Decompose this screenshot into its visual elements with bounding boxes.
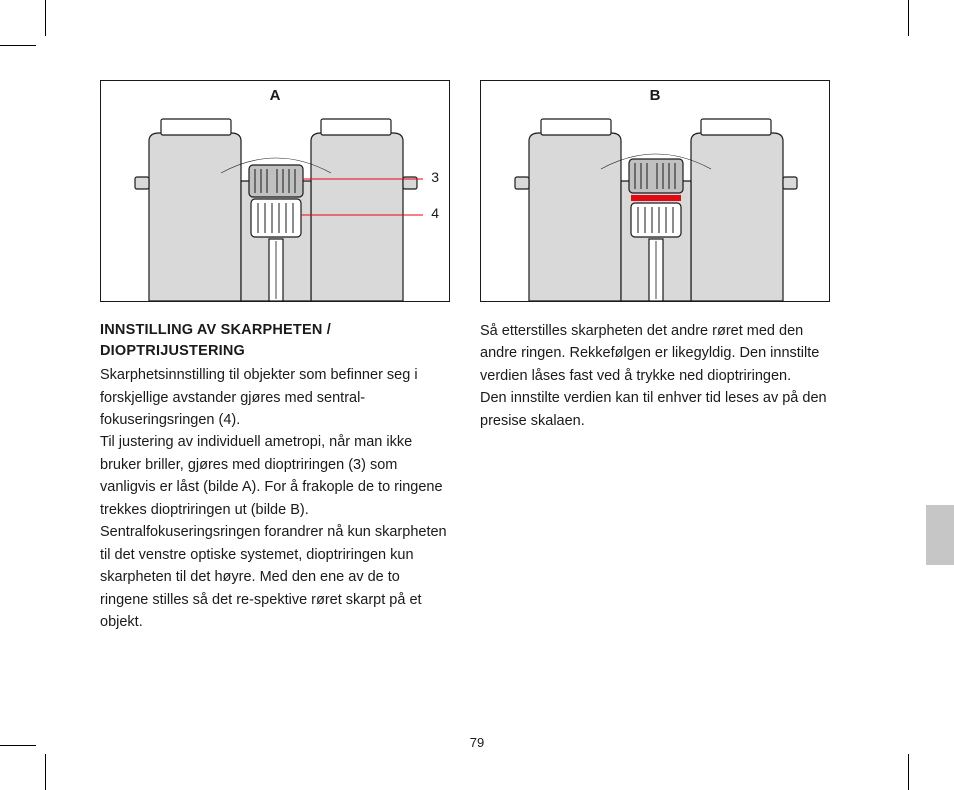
right-body-text: Så etterstilles skarpheten det andre rør… bbox=[480, 320, 830, 432]
figure-a-label: A bbox=[270, 87, 281, 104]
right-column: B bbox=[480, 80, 830, 634]
crop-mark bbox=[0, 45, 36, 46]
crop-mark bbox=[0, 745, 36, 746]
left-column: A bbox=[100, 80, 450, 634]
crop-mark bbox=[908, 0, 909, 36]
crop-mark bbox=[45, 754, 46, 790]
crop-mark bbox=[908, 754, 909, 790]
callout-4: 4 bbox=[431, 205, 439, 221]
figure-a: A bbox=[100, 80, 450, 302]
callout-3: 3 bbox=[431, 169, 439, 185]
figure-b: B bbox=[480, 80, 830, 302]
page-number: 79 bbox=[470, 735, 484, 750]
binoculars-diagram-a bbox=[101, 81, 450, 301]
binoculars-diagram-b bbox=[481, 81, 830, 301]
page-content: A bbox=[100, 80, 870, 634]
side-tab bbox=[926, 505, 954, 565]
crop-mark bbox=[45, 0, 46, 36]
figure-b-label: B bbox=[650, 87, 661, 104]
section-heading: INNSTILLING AV SKARPHETEN / DIOPTRIJUSTE… bbox=[100, 320, 450, 362]
left-body-text: Skarphetsinnstilling til objekter som be… bbox=[100, 364, 450, 634]
